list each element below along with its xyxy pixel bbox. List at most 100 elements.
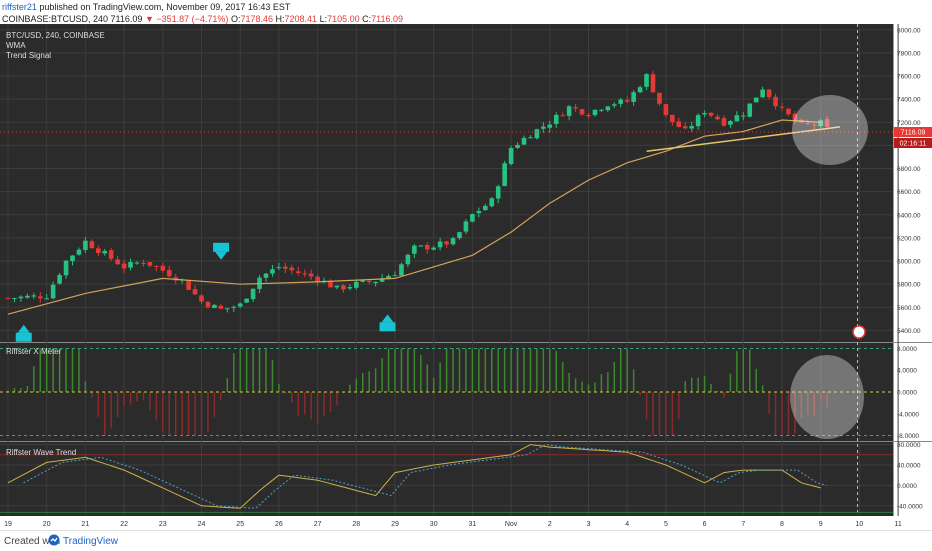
candle-body [147, 261, 153, 266]
meter-guide-lines [0, 347, 893, 437]
price-tick-label: 6000.00 [897, 259, 921, 266]
chart-area[interactable]: 5400.00 5600.00 5800.00 6000.00 6200.00 6400.… [0, 24, 932, 530]
price-tick-label: 6200.00 [897, 235, 921, 242]
candle-body [89, 241, 95, 249]
time-tick-label: 23 [159, 521, 167, 528]
candle-body [108, 250, 114, 259]
candle-body [302, 273, 307, 275]
candle-body [599, 109, 604, 111]
candle-body [811, 124, 817, 126]
meter-tick-label: -8.0000 [897, 433, 919, 440]
highlight-ellipse-price[interactable] [792, 95, 868, 165]
price-tick-label: 7800.00 [897, 50, 921, 57]
time-tick-label: 22 [120, 521, 128, 528]
candle-body [308, 273, 314, 277]
candle-body [702, 113, 707, 115]
candle-body [96, 248, 101, 254]
candle-body [237, 303, 243, 307]
candle-body [766, 89, 772, 98]
candle-body [25, 295, 30, 298]
candle-body [528, 137, 533, 139]
candle-body [199, 295, 204, 302]
candle-body [457, 232, 462, 239]
candle-body [689, 125, 694, 129]
time-tick-label: 20 [43, 521, 51, 528]
candle-body [115, 259, 120, 265]
price-tick-label: 6400.00 [897, 212, 921, 219]
highlight-ellipse-meter[interactable] [790, 355, 864, 439]
price-tick-label: 5800.00 [897, 282, 921, 289]
price-axis-bg[interactable] [893, 24, 932, 516]
candle-body [534, 129, 540, 139]
time-tick-label: 21 [82, 521, 90, 528]
last-price-tag-bg [894, 126, 932, 137]
time-axis-bg[interactable] [0, 516, 932, 530]
candle-body [412, 245, 417, 254]
buy-signal-icon [379, 314, 396, 332]
candle-body [289, 267, 295, 271]
candle-body [495, 186, 501, 199]
candle-body [50, 284, 56, 299]
candle-body [354, 281, 359, 288]
tradingview-link[interactable]: TradingView [63, 536, 119, 547]
signal-box [213, 242, 230, 252]
time-tick-label: 29 [391, 521, 399, 528]
candle-body [644, 74, 649, 87]
candle-body [463, 221, 469, 232]
wave-axis-ticks: 80.0000 40.0000 0.0000 -40.0000 [897, 442, 923, 510]
candle-body [347, 287, 353, 289]
candle-body [612, 104, 617, 106]
candle-body [734, 115, 740, 122]
candle-body [12, 298, 17, 300]
ohlc-high-key: H: [275, 14, 285, 24]
candle-body [225, 308, 230, 310]
legend-trend-signal: Trend Signal [6, 51, 51, 60]
time-tick-label: Nov [505, 521, 518, 528]
price-tick-label: 5400.00 [897, 328, 921, 335]
candle-body [270, 269, 275, 274]
candle-body [618, 99, 624, 104]
ohlc-open-key: O: [230, 14, 241, 24]
candle-body [805, 122, 811, 124]
candle-body [250, 288, 256, 300]
meter-bars [7, 348, 828, 436]
candle-body [205, 301, 211, 308]
legend-wave: Riffster Wave Trend [6, 448, 76, 457]
candle-body [424, 244, 430, 250]
candle-body [515, 144, 520, 148]
snapshot-icon[interactable] [852, 325, 866, 339]
price-tick-label: 7600.00 [897, 74, 921, 81]
candle-body [341, 285, 346, 290]
wave-tick-label: 40.0000 [897, 462, 921, 469]
candle-body [489, 198, 495, 207]
time-tick-label: 3 [587, 521, 591, 528]
candle-body [586, 115, 591, 117]
price-pane-bg[interactable] [0, 24, 893, 342]
candle-body [631, 92, 636, 102]
candle-body [773, 96, 778, 107]
candle-body [560, 115, 565, 117]
candle-body [715, 116, 720, 120]
signal-arrow [17, 324, 30, 333]
meter-tick-label: 4.0000 [897, 368, 917, 375]
candle-body [386, 275, 391, 279]
candle-body [141, 262, 146, 264]
candle-body [541, 126, 546, 129]
signal-arrow [381, 314, 394, 323]
wave-pane-bg[interactable] [0, 442, 893, 516]
tradingview-logo-icon [48, 534, 60, 546]
candle-body [192, 289, 198, 295]
wave-trend-lines [0, 444, 893, 513]
signal-box [15, 332, 32, 342]
countdown-tag: 02:16:11 [900, 140, 927, 147]
trendline[interactable] [646, 126, 841, 152]
author-link[interactable]: riffster21 [2, 2, 37, 12]
candle-body [521, 137, 527, 145]
candle-body [121, 263, 127, 269]
time-tick-label: 25 [236, 521, 244, 528]
candle-body [102, 250, 108, 254]
candle-body [334, 285, 340, 288]
wave-tick-label: 80.0000 [897, 442, 921, 449]
candle-body [418, 245, 424, 247]
candle-body [824, 119, 830, 127]
